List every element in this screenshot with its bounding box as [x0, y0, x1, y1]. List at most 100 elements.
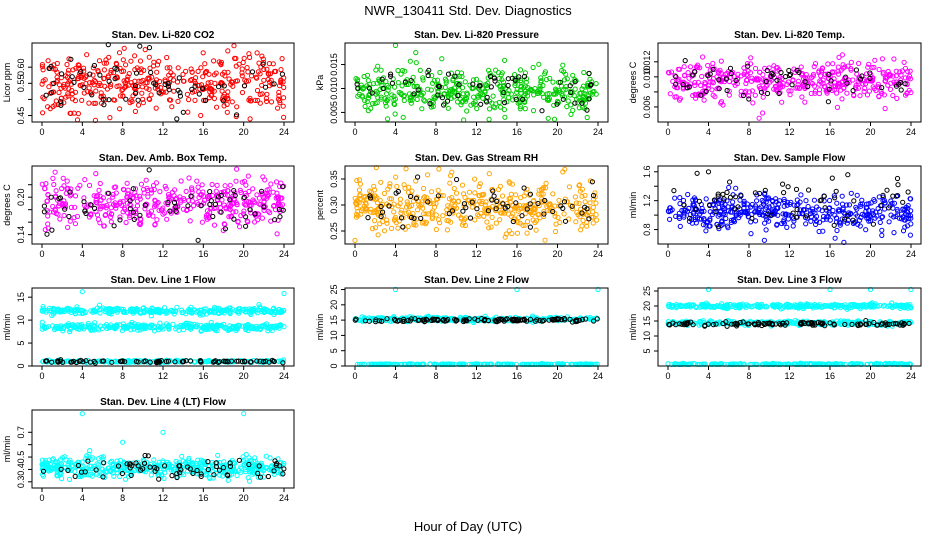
data-point [741, 198, 747, 204]
data-point [700, 54, 706, 60]
data-point [564, 76, 570, 82]
data-point [835, 71, 842, 77]
data-point [795, 78, 802, 84]
data-point [832, 87, 838, 93]
data-point [681, 214, 687, 220]
data-point [572, 86, 578, 92]
data-point [490, 188, 496, 194]
data-point [770, 72, 776, 78]
data-point [227, 197, 233, 203]
data-point [816, 90, 823, 97]
data-point [103, 212, 109, 218]
data-point [690, 72, 696, 78]
data-point [795, 82, 801, 88]
data-point [132, 90, 139, 97]
data-point [589, 179, 596, 185]
data-point [396, 89, 402, 96]
data-point [244, 65, 250, 71]
data-point [715, 191, 721, 197]
data-point [570, 72, 576, 78]
data-point [421, 211, 427, 217]
data-point [523, 91, 529, 97]
data-point [65, 93, 71, 99]
data-point [812, 88, 819, 94]
data-point [429, 73, 435, 79]
data-point [400, 224, 406, 230]
data-point [357, 181, 363, 187]
data-point [872, 198, 878, 204]
data-point [272, 217, 278, 223]
data-point [527, 201, 533, 207]
data-point [184, 91, 190, 98]
data-point [186, 175, 192, 181]
data-point [273, 68, 279, 75]
data-point [774, 222, 780, 228]
y-tick-label: 0 [16, 363, 26, 368]
data-point [789, 82, 795, 88]
data-point [726, 92, 732, 98]
data-point [112, 97, 118, 103]
data-point [275, 105, 281, 111]
data-point [818, 68, 825, 74]
data-point [469, 204, 475, 210]
data-point [513, 94, 519, 100]
data-point [168, 97, 174, 103]
y-tick-label: 0.8 [642, 223, 652, 236]
data-point [832, 235, 838, 241]
data-point [93, 88, 99, 94]
data-point [486, 67, 492, 73]
data-point [580, 83, 587, 89]
data-point [726, 78, 733, 85]
data-point [42, 227, 48, 233]
data-point [719, 218, 725, 225]
data-point [183, 188, 189, 194]
data-point [590, 192, 597, 199]
data-point [67, 189, 73, 195]
data-point [529, 211, 535, 217]
x-tick-label: 0 [352, 249, 357, 259]
data-point [764, 67, 770, 74]
data-point [550, 191, 556, 197]
x-tick-label: 0 [665, 127, 670, 137]
data-point [494, 198, 500, 204]
data-point [552, 213, 558, 219]
data-point [516, 202, 523, 208]
data-point [746, 96, 752, 102]
data-point [850, 88, 856, 94]
data-point [584, 114, 590, 121]
data-points [39, 42, 287, 124]
data-point [186, 198, 192, 204]
data-point [187, 218, 193, 224]
data-point [429, 210, 435, 216]
data-point [483, 199, 489, 205]
data-point [738, 92, 744, 98]
data-point [192, 97, 198, 104]
data-point [822, 205, 828, 211]
data-point [90, 72, 96, 78]
data-point [183, 68, 189, 75]
panel-title: Stan. Dev. Line 2 Flow [424, 275, 529, 286]
data-point [96, 187, 102, 193]
data-point [46, 84, 52, 90]
data-point [141, 186, 147, 192]
data-point [137, 58, 144, 64]
data-point [121, 45, 127, 51]
data-point [250, 186, 256, 192]
data-point [189, 86, 195, 93]
data-point [358, 211, 364, 217]
data-point [389, 92, 395, 98]
data-point [47, 106, 53, 112]
data-point [392, 96, 398, 102]
data-point [748, 55, 754, 61]
data-point [456, 87, 462, 93]
data-point [435, 193, 441, 199]
data-point [839, 52, 846, 58]
data-point [870, 84, 876, 90]
data-point [859, 73, 865, 79]
data-point [741, 200, 747, 206]
data-point [757, 69, 763, 75]
data-point [841, 85, 847, 91]
data-point [86, 100, 92, 106]
data-point [819, 65, 826, 71]
data-point [125, 210, 131, 216]
